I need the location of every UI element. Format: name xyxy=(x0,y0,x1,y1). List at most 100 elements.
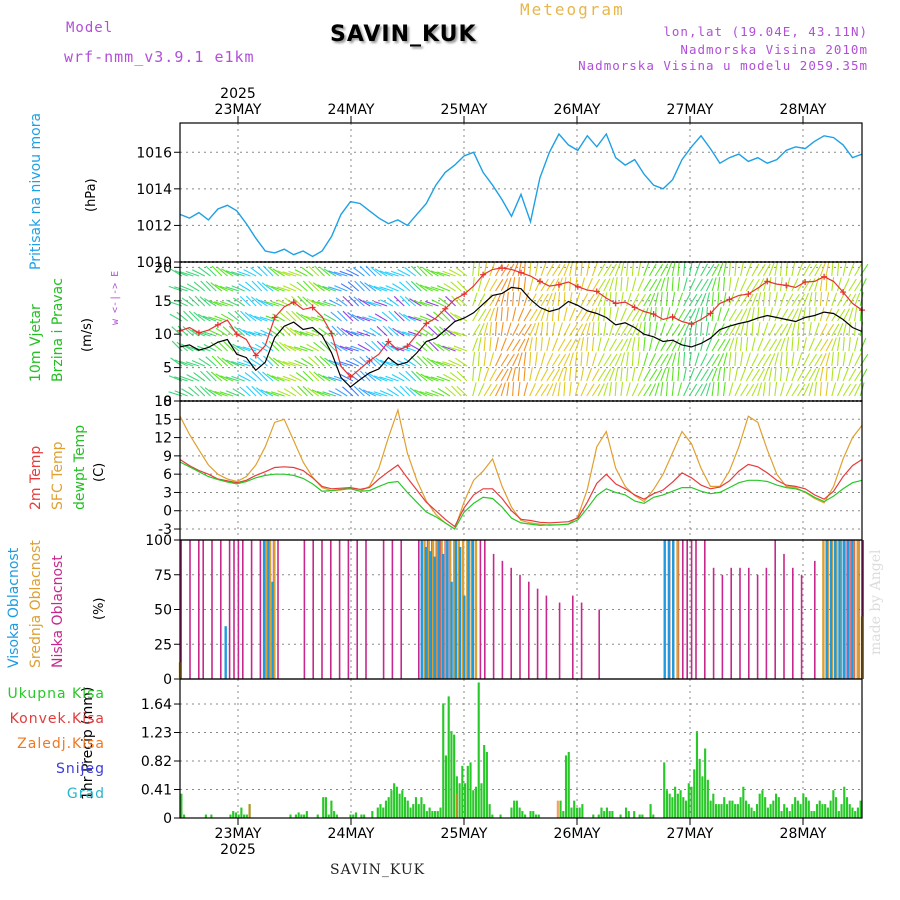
wind-barb xyxy=(254,343,268,352)
wind-barb xyxy=(529,308,538,322)
wind-barb xyxy=(293,346,308,352)
precip-bar xyxy=(439,807,442,818)
wind-barb xyxy=(643,278,652,292)
panel-frame xyxy=(179,678,863,819)
wind-barb xyxy=(546,321,549,337)
wind-barb xyxy=(193,311,206,322)
wind-barb xyxy=(364,341,377,352)
wind-barb xyxy=(249,357,263,367)
wind-barb xyxy=(308,356,320,367)
wind-barb xyxy=(683,383,691,397)
wind-barb xyxy=(368,390,382,397)
wind-barb xyxy=(489,383,498,397)
wind-barb xyxy=(342,386,354,397)
wind-barb xyxy=(677,308,686,322)
wind-barb xyxy=(591,337,595,352)
wind-barb xyxy=(552,353,561,367)
wind-barb xyxy=(603,322,607,337)
wind-barb xyxy=(825,262,830,277)
wind-barb xyxy=(393,295,405,307)
y-tick-label: 10 xyxy=(154,327,172,343)
wind-barb xyxy=(825,308,833,322)
wind-barb xyxy=(179,271,194,277)
wind-barb xyxy=(557,382,561,397)
x-day-label-bottom: 27MAY xyxy=(667,826,714,842)
wind-barb xyxy=(319,340,331,352)
wind-barb xyxy=(637,262,642,277)
wind-barb xyxy=(373,285,388,292)
wind-barb xyxy=(324,357,337,367)
y-tick-label: 9 xyxy=(163,449,172,465)
wind-barb xyxy=(711,367,718,382)
wind-barb xyxy=(688,278,696,292)
wind-barb xyxy=(591,352,597,367)
wind-barb xyxy=(328,376,342,382)
wind-barb xyxy=(512,291,515,307)
wind-barb xyxy=(523,367,526,382)
wind-barb xyxy=(419,315,434,322)
wind-barb xyxy=(802,292,810,307)
wind-barb xyxy=(216,266,228,277)
wind-barb xyxy=(274,340,285,352)
wind-barb xyxy=(797,262,804,277)
wind-barb xyxy=(472,262,475,277)
wind-barb xyxy=(677,262,680,277)
precip-bar xyxy=(734,804,737,818)
wind-barb xyxy=(711,322,717,337)
wind-barb xyxy=(404,267,417,277)
wind-barb xyxy=(243,329,257,337)
wind-barb xyxy=(294,359,308,367)
precip-bar xyxy=(807,800,810,818)
wind-barb xyxy=(254,315,268,322)
wind-barb xyxy=(283,388,297,397)
wind-barb xyxy=(728,323,737,337)
precip-bar xyxy=(671,797,674,818)
wind-barb xyxy=(294,269,308,277)
wind-barb xyxy=(442,361,456,367)
wind-barb xyxy=(334,343,348,352)
wind-barb xyxy=(188,386,200,397)
wind-barb xyxy=(250,296,263,307)
wind-barb xyxy=(398,372,411,382)
wind-barb xyxy=(745,337,749,352)
precip-bar xyxy=(234,812,237,818)
wind-barb xyxy=(500,292,505,307)
wind-barb xyxy=(232,343,245,352)
wind-barb xyxy=(456,280,468,292)
wind-barb xyxy=(385,285,399,292)
wind-barb xyxy=(176,311,189,322)
wind-barb xyxy=(185,345,200,352)
precip-bar xyxy=(300,814,303,818)
wind-barb xyxy=(751,307,755,322)
wind-barb xyxy=(359,280,371,292)
wind-barb xyxy=(294,329,308,337)
wind-barb xyxy=(477,383,485,397)
wind-barb xyxy=(551,322,556,337)
wind-barb xyxy=(323,313,337,322)
wind-barb xyxy=(365,265,377,277)
wind-barb xyxy=(819,353,827,367)
wind-barb xyxy=(447,346,462,352)
wind-barb xyxy=(819,277,823,292)
wind-barb xyxy=(614,353,622,367)
wind-barb xyxy=(402,331,416,337)
wind-barb xyxy=(842,308,850,322)
precip-bar xyxy=(447,696,450,818)
wind-barb xyxy=(831,277,835,292)
wind-barb xyxy=(677,382,683,397)
wind-barb xyxy=(529,262,532,277)
precip-bar xyxy=(499,814,502,818)
wind-barb xyxy=(244,311,257,322)
wind-barb xyxy=(540,383,550,397)
wind-barb xyxy=(219,301,234,307)
wind-barb xyxy=(472,308,481,322)
wind-barb xyxy=(643,368,652,382)
wind-barb xyxy=(785,367,790,382)
wind-barb xyxy=(333,271,348,277)
wind-barb xyxy=(551,306,555,322)
wind-barb xyxy=(204,297,217,307)
wind-barb xyxy=(757,306,760,322)
wind-barb xyxy=(345,346,359,352)
precip-bar xyxy=(605,807,608,818)
wind-barb xyxy=(819,381,822,397)
